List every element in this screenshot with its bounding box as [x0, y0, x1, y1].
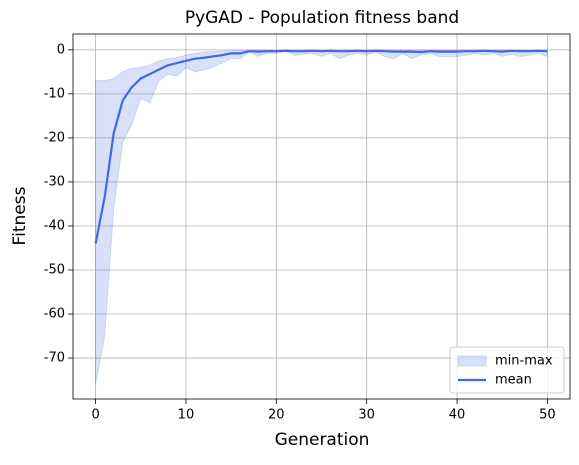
x-tick-label: 10	[178, 408, 195, 423]
y-tick-label: -10	[44, 86, 65, 101]
chart-title: PyGAD - Population fitness band	[185, 8, 459, 28]
y-tick-label: -60	[44, 307, 65, 322]
axes-frame	[72, 33, 571, 400]
y-tick-label: -50	[44, 262, 65, 277]
legend-label: min-max	[495, 354, 553, 369]
y-tick-label: -40	[44, 218, 65, 233]
y-tick-label: -30	[44, 174, 65, 189]
y-tick-label: 0	[57, 42, 65, 57]
y-axis-label: Fitness	[10, 186, 30, 245]
band-area	[95, 49, 548, 385]
y-tick-label: -70	[44, 351, 65, 366]
x-tick-label: 30	[358, 408, 375, 423]
x-tick-label: 50	[539, 408, 556, 423]
x-tick-label: 40	[449, 408, 466, 423]
legend-box	[449, 346, 565, 394]
legend-label: mean	[495, 373, 532, 388]
x-axis-label: Generation	[275, 430, 370, 450]
x-tick-label: 0	[91, 408, 99, 423]
mean-line	[94, 49, 548, 244]
x-tick-label: 20	[268, 408, 285, 423]
legend-swatch	[457, 355, 487, 367]
y-tick-label: -20	[44, 130, 65, 145]
